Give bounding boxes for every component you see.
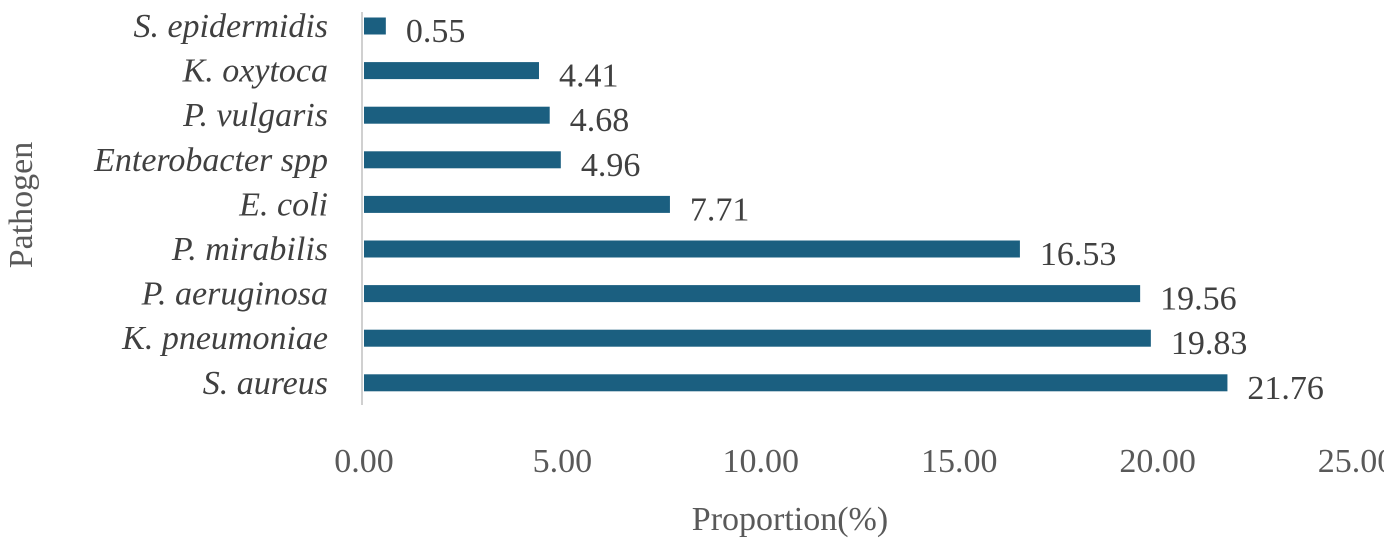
bar-p-aeruginosa: [364, 285, 1141, 303]
value-label-enterobacter-spp: 4.96: [581, 147, 641, 184]
category-label-s-aureus: S. aureus: [203, 365, 328, 402]
value-label-e-coli: 7.71: [690, 191, 750, 228]
y-axis-title: Pathogen: [3, 142, 40, 269]
value-labels: 0.55 4.41 4.68 4.96 7.71 16.53 19.56 19.83 21.76: [406, 13, 1324, 407]
category-label-p-aeruginosa: P. aeruginosa: [141, 276, 328, 313]
x-tick-label: 25.00: [1318, 443, 1384, 480]
x-tick-label: 20.00: [1119, 443, 1196, 480]
value-label-s-epidermidis: 0.55: [406, 13, 466, 50]
x-tick-label: 10.00: [723, 443, 800, 480]
value-label-p-mirabilis: 16.53: [1040, 236, 1117, 273]
x-axis-ticks: 0.00 5.00 10.00 15.00 20.00 25.00: [334, 443, 1384, 480]
category-label-enterobacter-spp: Enterobacter spp: [93, 142, 328, 179]
bar-e-coli: [364, 195, 670, 213]
bar-s-epidermidis: [364, 17, 386, 35]
category-label-s-epidermidis: S. epidermidis: [133, 8, 328, 45]
x-tick-label: 15.00: [921, 443, 998, 480]
value-label-k-pneumoniae: 19.83: [1171, 325, 1248, 362]
category-label-p-mirabilis: P. mirabilis: [171, 231, 328, 268]
x-tick-label: 5.00: [533, 443, 593, 480]
x-tick-label: 0.00: [334, 443, 394, 480]
bars-group: [364, 17, 1228, 392]
bar-p-vulgaris: [364, 106, 550, 124]
bar-k-oxytoca: [364, 62, 539, 80]
bar-enterobacter-spp: [364, 151, 561, 169]
category-label-p-vulgaris: P. vulgaris: [182, 97, 328, 134]
bar-p-mirabilis: [364, 240, 1020, 258]
bar-k-pneumoniae: [364, 329, 1151, 347]
category-label-k-oxytoca: K. oxytoca: [182, 53, 328, 90]
value-label-p-vulgaris: 4.68: [570, 102, 630, 139]
category-label-k-pneumoniae: K. pneumoniae: [121, 320, 328, 357]
value-label-p-aeruginosa: 19.56: [1160, 281, 1237, 318]
x-axis-title: Proportion(%): [692, 501, 888, 538]
value-label-k-oxytoca: 4.41: [559, 58, 619, 95]
category-label-e-coli: E. coli: [238, 186, 328, 223]
bar-s-aureus: [364, 374, 1228, 392]
value-label-s-aureus: 21.76: [1247, 370, 1324, 407]
category-labels: S. epidermidis K. oxytoca P. vulgaris Enter…: [93, 8, 328, 402]
